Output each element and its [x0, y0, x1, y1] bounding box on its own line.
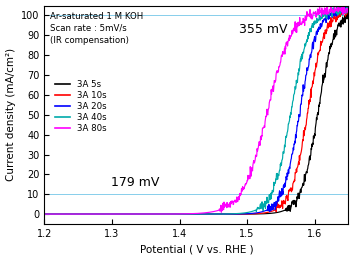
- Y-axis label: Current density (mA/cm²): Current density (mA/cm²): [6, 48, 16, 181]
- Text: 355 mV: 355 mV: [239, 23, 287, 36]
- Text: 179 mV: 179 mV: [111, 176, 160, 189]
- X-axis label: Potential ( V vs. RHE ): Potential ( V vs. RHE ): [139, 244, 253, 255]
- Legend: 3A 5s, 3A 10s, 3A 20s, 3A 40s, 3A 80s: 3A 5s, 3A 10s, 3A 20s, 3A 40s, 3A 80s: [55, 80, 107, 133]
- Text: Ar-saturated 1 M KOH
Scan rate : 5mV/s
(IR compensation): Ar-saturated 1 M KOH Scan rate : 5mV/s (…: [50, 12, 144, 45]
